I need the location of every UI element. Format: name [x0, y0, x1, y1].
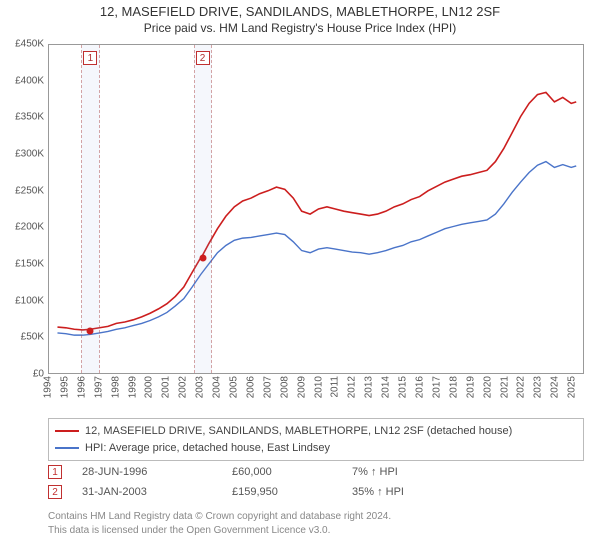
y-tick-label: £300K: [0, 149, 44, 160]
chart-svg: [49, 45, 583, 373]
x-tick-label: 2003: [195, 376, 206, 398]
x-tick-label: 2007: [262, 376, 273, 398]
x-tick-label: 1997: [93, 376, 104, 398]
legend-swatch: [55, 430, 79, 432]
x-tick-label: 2012: [347, 376, 358, 398]
x-tick-label: 2021: [499, 376, 510, 398]
markers-table: 1 28-JUN-1996 £60,000 7% ↑ HPI 2 31-JAN-2003 £…: [48, 462, 584, 502]
x-tick-label: 2023: [533, 376, 544, 398]
y-tick-label: £150K: [0, 259, 44, 270]
marker-badge: 1: [48, 465, 62, 479]
x-tick-label: 2020: [482, 376, 493, 398]
x-tick-label: 2016: [414, 376, 425, 398]
footer-line: This data is licensed under the Open Gov…: [48, 524, 584, 538]
x-tick-label: 2001: [161, 376, 172, 398]
legend-label: HPI: Average price, detached house, East…: [85, 440, 330, 457]
marker-delta: 7% ↑ HPI: [352, 466, 398, 478]
x-tick-label: 2011: [330, 376, 341, 398]
x-tick-label: 2025: [567, 376, 578, 398]
x-tick-label: 2022: [516, 376, 527, 398]
marker-date: 28-JUN-1996: [82, 466, 212, 478]
footer-line: Contains HM Land Registry data © Crown c…: [48, 510, 584, 524]
x-tick-label: 2005: [228, 376, 239, 398]
highlight-band: [81, 45, 100, 373]
x-tick-label: 2019: [465, 376, 476, 398]
marker-dot: [87, 328, 94, 335]
y-tick-label: £350K: [0, 112, 44, 123]
x-tick-label: 2015: [398, 376, 409, 398]
marker-row: 1 28-JUN-1996 £60,000 7% ↑ HPI: [48, 462, 584, 482]
x-tick-label: 2006: [245, 376, 256, 398]
marker-delta: 35% ↑ HPI: [352, 486, 404, 498]
chart-marker-badge: 2: [196, 51, 210, 65]
x-tick-label: 2000: [144, 376, 155, 398]
y-tick-label: £50K: [0, 332, 44, 343]
chart-plot-area: 12: [48, 44, 584, 374]
marker-price: £60,000: [232, 466, 332, 478]
x-tick-label: 2010: [313, 376, 324, 398]
title-line2: Price paid vs. HM Land Registry's House …: [0, 21, 600, 37]
x-tick-label: 2018: [448, 376, 459, 398]
y-tick-label: £200K: [0, 222, 44, 233]
marker-price: £159,950: [232, 486, 332, 498]
legend-label: 12, MASEFIELD DRIVE, SANDILANDS, MABLETH…: [85, 423, 512, 440]
y-tick-label: £250K: [0, 185, 44, 196]
marker-date: 31-JAN-2003: [82, 486, 212, 498]
figure-root: 12, MASEFIELD DRIVE, SANDILANDS, MABLETH…: [0, 0, 600, 560]
titles: 12, MASEFIELD DRIVE, SANDILANDS, MABLETH…: [0, 0, 600, 36]
highlight-band: [194, 45, 213, 373]
legend-box: 12, MASEFIELD DRIVE, SANDILANDS, MABLETH…: [48, 418, 584, 461]
x-tick-label: 1994: [43, 376, 54, 398]
legend-swatch: [55, 447, 79, 449]
title-line1: 12, MASEFIELD DRIVE, SANDILANDS, MABLETH…: [0, 4, 600, 21]
x-tick-label: 1999: [127, 376, 138, 398]
footer: Contains HM Land Registry data © Crown c…: [48, 510, 584, 537]
y-tick-label: £0: [0, 369, 44, 380]
x-tick-label: 2002: [178, 376, 189, 398]
x-tick-label: 2008: [279, 376, 290, 398]
chart-marker-badge: 1: [83, 51, 97, 65]
legend-row: 12, MASEFIELD DRIVE, SANDILANDS, MABLETH…: [55, 423, 577, 440]
x-tick-label: 2024: [550, 376, 561, 398]
x-tick-label: 1998: [110, 376, 121, 398]
x-tick-label: 2017: [431, 376, 442, 398]
marker-row: 2 31-JAN-2003 £159,950 35% ↑ HPI: [48, 482, 584, 502]
x-tick-label: 2009: [296, 376, 307, 398]
series-line-hpi: [57, 162, 576, 336]
y-tick-label: £400K: [0, 75, 44, 86]
x-tick-label: 1996: [76, 376, 87, 398]
x-tick-label: 2013: [364, 376, 375, 398]
marker-badge: 2: [48, 485, 62, 499]
marker-dot: [199, 254, 206, 261]
legend-row: HPI: Average price, detached house, East…: [55, 440, 577, 457]
y-tick-label: £450K: [0, 39, 44, 50]
x-tick-label: 2014: [381, 376, 392, 398]
x-tick-label: 1995: [59, 376, 70, 398]
y-tick-label: £100K: [0, 295, 44, 306]
x-tick-label: 2004: [212, 376, 223, 398]
